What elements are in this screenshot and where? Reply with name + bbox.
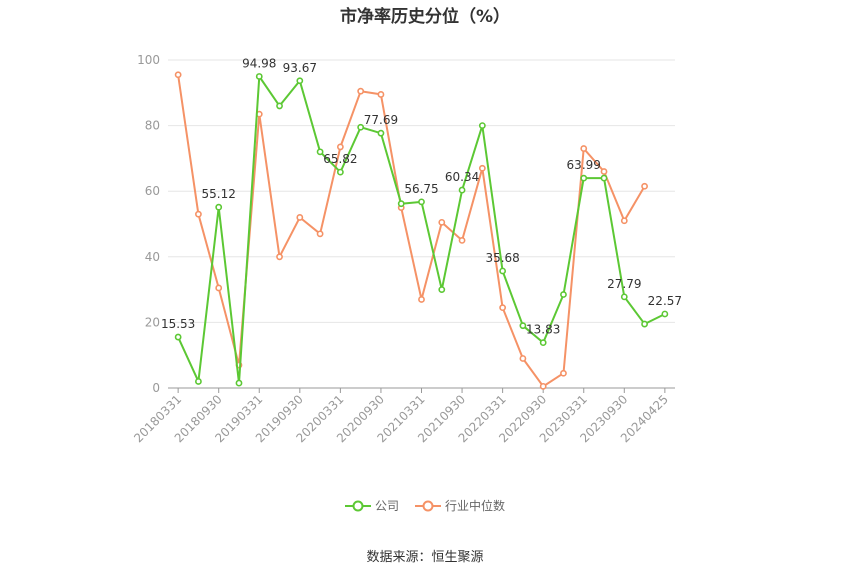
company-point — [661, 310, 669, 318]
data-label: 35.68 — [485, 251, 519, 265]
company-point — [519, 322, 527, 330]
legend-company-marker — [344, 500, 371, 511]
industry-point — [499, 304, 507, 312]
axes: 0204060801002018033120180930201903312019… — [131, 53, 675, 445]
chart-title: 市净率历史分位（%） — [339, 7, 511, 27]
industry-point — [539, 382, 547, 390]
y-tick-label: 0 — [152, 381, 160, 395]
data-label: 65.82 — [323, 152, 357, 166]
company-point — [499, 267, 507, 275]
industry-point — [580, 145, 588, 152]
company-point — [539, 339, 547, 347]
data-labels: 15.53 55.12 94.98 93.67 65.82 77.69 56.75 60.34… — [161, 56, 682, 336]
company-point — [438, 286, 446, 293]
company-point — [276, 102, 283, 110]
industry-point — [620, 217, 628, 225]
data-label: 55.12 — [202, 187, 236, 201]
company-point — [458, 186, 466, 194]
legend-item-company[interactable]: 公司 — [344, 497, 399, 514]
company-series-line — [177, 75, 666, 385]
company-point — [336, 168, 344, 176]
industry-point — [316, 230, 324, 238]
company-point — [215, 203, 223, 211]
company-point — [296, 77, 304, 85]
company-point — [174, 333, 182, 341]
y-tick-label: 80 — [145, 119, 160, 133]
company-point — [600, 174, 608, 182]
legend-industry-marker — [415, 500, 441, 511]
legend-company-label: 公司 — [374, 499, 399, 513]
data-label: 63.99 — [567, 158, 601, 172]
industry-point — [276, 253, 283, 261]
legend: 公司 行业中位数 — [0, 497, 850, 514]
y-tick-label: 100 — [137, 53, 160, 67]
company-point — [641, 320, 648, 328]
industry-point — [357, 87, 365, 95]
industry-point — [174, 71, 182, 79]
legend-item-industry[interactable]: 行业中位数 — [415, 497, 505, 514]
data-label: 13.83 — [526, 323, 560, 337]
company-point — [620, 293, 628, 301]
data-label: 93.67 — [283, 61, 317, 75]
data-label: 56.75 — [404, 182, 438, 196]
industry-point — [560, 369, 567, 377]
industry-point — [377, 91, 385, 98]
company-point — [397, 200, 405, 208]
series — [174, 71, 669, 390]
data-label: 77.69 — [364, 113, 398, 127]
y-tick-label: 40 — [145, 250, 160, 264]
company-point — [316, 148, 324, 156]
data-source-note: 数据来源：恒生聚源 — [366, 550, 484, 565]
company-point — [235, 379, 243, 387]
industry-point — [478, 164, 486, 172]
company-point — [195, 378, 202, 385]
industry-series-line — [177, 74, 646, 388]
company-point — [377, 129, 385, 137]
company-point — [478, 122, 486, 129]
data-label: 60.34 — [445, 170, 479, 184]
data-label: 27.79 — [607, 277, 641, 291]
industry-point — [519, 355, 527, 362]
grid-lines — [168, 59, 675, 323]
company-point — [255, 73, 263, 80]
company-point — [357, 123, 365, 131]
y-tick-label: 20 — [145, 315, 160, 329]
company-point — [418, 198, 425, 206]
industry-point — [641, 182, 648, 190]
industry-point — [195, 210, 202, 218]
data-label: 94.98 — [242, 56, 276, 70]
company-point — [580, 174, 588, 182]
data-label: 15.53 — [161, 317, 195, 331]
legend-industry-label: 行业中位数 — [445, 499, 506, 513]
industry-point — [418, 296, 425, 303]
data-label: 22.57 — [648, 294, 682, 308]
industry-point — [336, 143, 344, 151]
industry-point — [296, 214, 304, 221]
industry-point — [600, 168, 608, 175]
industry-point — [458, 236, 466, 244]
industry-point — [215, 284, 223, 292]
company-point — [560, 291, 567, 298]
y-tick-label: 60 — [145, 184, 160, 198]
industry-point — [438, 218, 446, 226]
